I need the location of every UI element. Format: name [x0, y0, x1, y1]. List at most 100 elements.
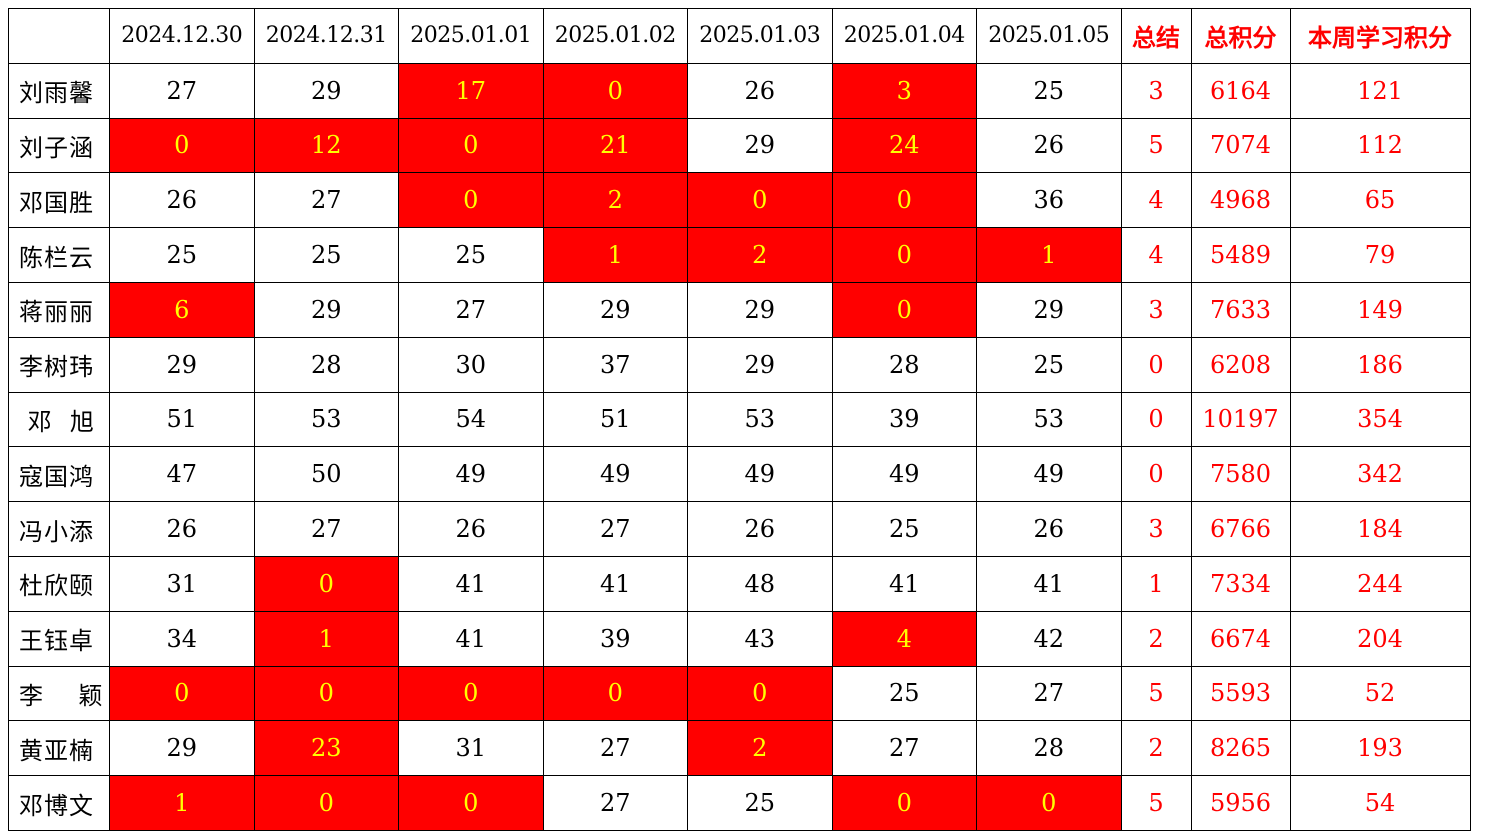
student-name: 冯小添 [8, 501, 110, 557]
summary-count: 2 [1120, 720, 1192, 777]
summary-count: 3 [1120, 62, 1192, 119]
table-row: 邓国胜 26 27 0 2 0 0 36 4 4968 65 [8, 172, 1471, 229]
summary-count: 4 [1120, 227, 1192, 283]
student-name: 李 颖 [8, 665, 110, 722]
header-date: 2025.01.01 [398, 8, 544, 64]
table-row: 寇国鸿 47 50 49 49 49 49 49 0 7580 342 [8, 446, 1471, 503]
week-score: 244 [1289, 555, 1471, 612]
day-score: 26 [976, 117, 1122, 174]
day-score: 0 [253, 775, 399, 831]
day-score: 1 [976, 227, 1122, 283]
day-score: 26 [109, 172, 255, 229]
day-score: 36 [976, 172, 1122, 229]
day-score: 39 [542, 610, 688, 667]
day-score: 53 [253, 391, 399, 448]
total-score: 6208 [1190, 336, 1291, 393]
total-score: 8265 [1190, 720, 1291, 777]
week-score: 65 [1289, 172, 1471, 229]
table-row: 王钰卓 34 1 41 39 43 4 42 2 6674 204 [8, 610, 1471, 667]
day-score: 53 [687, 391, 833, 448]
day-score: 37 [542, 336, 688, 393]
score-table: 2024.12.30 2024.12.31 2025.01.01 2025.01… [8, 8, 1471, 831]
header-total: 总积分 [1190, 8, 1291, 64]
table-row: 李 颖 0 0 0 0 0 25 27 5 5593 52 [8, 665, 1471, 722]
day-score: 28 [831, 336, 977, 393]
day-score: 25 [253, 227, 399, 283]
week-score: 79 [1289, 227, 1471, 283]
table-row: 刘子涵 0 12 0 21 29 24 26 5 7074 112 [8, 117, 1471, 174]
day-score: 0 [976, 775, 1122, 831]
day-score: 4 [831, 610, 977, 667]
day-score: 6 [109, 281, 255, 338]
day-score: 0 [398, 775, 544, 831]
day-score: 31 [109, 555, 255, 612]
week-score: 193 [1289, 720, 1471, 777]
student-name: 王钰卓 [8, 610, 110, 667]
day-score: 21 [542, 117, 688, 174]
day-score: 27 [542, 501, 688, 557]
header-date: 2024.12.31 [253, 8, 399, 64]
day-score: 29 [976, 281, 1122, 338]
day-score: 47 [109, 446, 255, 503]
day-score: 26 [687, 62, 833, 119]
day-score: 0 [687, 172, 833, 229]
student-name: 黄亚楠 [8, 720, 110, 777]
day-score: 0 [831, 227, 977, 283]
day-score: 41 [542, 555, 688, 612]
header-row: 2024.12.30 2024.12.31 2025.01.01 2025.01… [8, 8, 1471, 64]
day-score: 25 [831, 665, 977, 722]
summary-count: 1 [1120, 555, 1192, 612]
student-name: 邓 旭 [8, 391, 110, 448]
day-score: 29 [109, 336, 255, 393]
day-score: 25 [398, 227, 544, 283]
day-score: 23 [253, 720, 399, 777]
day-score: 29 [687, 336, 833, 393]
total-score: 7334 [1190, 555, 1291, 612]
day-score: 24 [831, 117, 977, 174]
student-name: 刘子涵 [8, 117, 110, 174]
summary-count: 5 [1120, 665, 1192, 722]
day-score: 1 [542, 227, 688, 283]
table-row: 冯小添 26 27 26 27 26 25 26 3 6766 184 [8, 501, 1471, 557]
summary-count: 0 [1120, 446, 1192, 503]
day-score: 42 [976, 610, 1122, 667]
summary-count: 2 [1120, 610, 1192, 667]
day-score: 25 [976, 336, 1122, 393]
day-score: 49 [687, 446, 833, 503]
day-score: 28 [253, 336, 399, 393]
header-date: 2025.01.05 [976, 8, 1122, 64]
day-score: 1 [109, 775, 255, 831]
day-score: 29 [542, 281, 688, 338]
day-score: 27 [253, 501, 399, 557]
day-score: 28 [976, 720, 1122, 777]
day-score: 29 [687, 117, 833, 174]
day-score: 51 [542, 391, 688, 448]
student-name: 寇国鸿 [8, 446, 110, 503]
day-score: 2 [542, 172, 688, 229]
day-score: 51 [109, 391, 255, 448]
day-score: 27 [542, 720, 688, 777]
day-score: 2 [687, 720, 833, 777]
week-score: 186 [1289, 336, 1471, 393]
header-date: 2024.12.30 [109, 8, 255, 64]
day-score: 0 [253, 665, 399, 722]
day-score: 2 [687, 227, 833, 283]
day-score: 0 [542, 665, 688, 722]
header-name [8, 8, 110, 64]
table-row: 邓 旭 51 53 54 51 53 39 53 0 10197 354 [8, 391, 1471, 448]
day-score: 41 [831, 555, 977, 612]
total-score: 6674 [1190, 610, 1291, 667]
week-score: 184 [1289, 501, 1471, 557]
summary-count: 5 [1120, 775, 1192, 831]
day-score: 25 [109, 227, 255, 283]
day-score: 26 [398, 501, 544, 557]
day-score: 26 [109, 501, 255, 557]
day-score: 53 [976, 391, 1122, 448]
table-row: 邓博文 1 0 0 27 25 0 0 5 5956 54 [8, 775, 1471, 831]
table-row: 杜欣颐 31 0 41 41 48 41 41 1 7334 244 [8, 555, 1471, 612]
summary-count: 4 [1120, 172, 1192, 229]
day-score: 29 [253, 62, 399, 119]
day-score: 49 [398, 446, 544, 503]
table-row: 陈栏云 25 25 25 1 2 0 1 4 5489 79 [8, 227, 1471, 283]
student-name: 杜欣颐 [8, 555, 110, 612]
